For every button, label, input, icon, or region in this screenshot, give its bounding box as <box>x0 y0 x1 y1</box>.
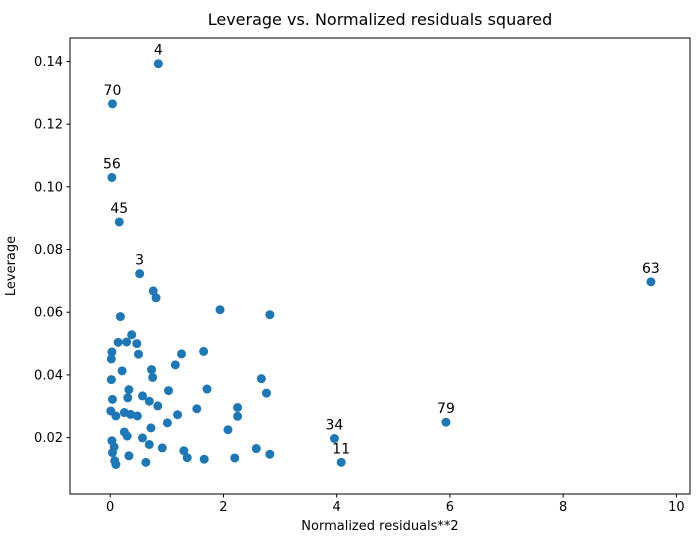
data-point <box>164 386 174 396</box>
data-point <box>111 460 121 470</box>
data-point <box>265 310 275 320</box>
x-tick-label: 2 <box>219 500 227 515</box>
data-point <box>113 337 123 347</box>
y-tick-label: 0.04 <box>34 368 63 383</box>
data-point <box>117 366 127 376</box>
data-point-4 <box>153 59 163 69</box>
data-point-11 <box>336 457 346 467</box>
x-tick-label: 10 <box>668 500 685 515</box>
data-points <box>106 59 656 470</box>
data-point <box>182 453 192 463</box>
data-point <box>107 448 117 458</box>
data-point <box>126 409 136 419</box>
data-point <box>132 339 142 349</box>
data-point <box>124 385 134 395</box>
data-point <box>177 349 187 359</box>
point-label-70: 70 <box>104 83 122 99</box>
data-point <box>141 457 151 467</box>
data-point <box>148 286 158 296</box>
data-point <box>265 449 275 459</box>
data-point <box>127 330 137 340</box>
point-label-34: 34 <box>326 418 344 434</box>
data-point <box>256 374 266 384</box>
data-point-70 <box>107 99 117 109</box>
point-annotations: 4 70 56 45 3 63 79 34 11 <box>103 43 660 458</box>
data-point <box>137 433 147 443</box>
data-point <box>179 446 189 456</box>
data-point <box>122 337 132 347</box>
data-point <box>123 393 133 403</box>
data-point-3 <box>135 269 145 279</box>
y-tick-label: 0.12 <box>34 118 63 133</box>
x-tick-label: 8 <box>559 500 567 515</box>
data-point <box>170 360 180 370</box>
data-point <box>147 365 157 375</box>
chart-title: Leverage vs. Normalized residuals square… <box>208 10 553 29</box>
data-point <box>199 454 209 464</box>
data-point <box>192 404 202 414</box>
data-point <box>106 375 116 385</box>
data-point <box>162 418 172 428</box>
data-point <box>115 312 125 322</box>
data-point <box>233 403 243 413</box>
data-point <box>199 346 209 356</box>
data-point-56 <box>107 172 117 182</box>
x-tick-label: 6 <box>446 500 454 515</box>
data-point <box>137 391 147 401</box>
data-point <box>106 354 116 364</box>
plot-area <box>69 37 691 495</box>
axis-ticks: 0 2 4 6 8 10 0.02 0.04 0.06 0.08 0.10 0.12 0.14 <box>34 55 685 515</box>
data-point <box>144 396 154 406</box>
x-tick-label: 0 <box>106 500 114 515</box>
data-point <box>202 384 212 394</box>
data-point <box>107 394 117 404</box>
point-label-56: 56 <box>103 156 121 172</box>
data-point-34 <box>329 434 339 444</box>
data-point <box>173 410 183 420</box>
data-point <box>122 431 132 441</box>
y-tick-label: 0.02 <box>34 431 63 446</box>
x-axis-label: Normalized residuals**2 <box>301 519 458 534</box>
point-label-79: 79 <box>437 401 455 417</box>
data-point <box>251 444 261 454</box>
y-tick-label: 0.06 <box>34 306 63 321</box>
point-label-45: 45 <box>110 201 128 217</box>
data-point <box>151 293 161 303</box>
data-point <box>134 349 144 359</box>
data-point <box>157 443 167 453</box>
data-point-63 <box>646 277 656 287</box>
data-point <box>132 411 142 421</box>
data-point <box>124 451 134 461</box>
data-point-45 <box>114 217 124 227</box>
x-tick-label: 4 <box>333 500 341 515</box>
data-point <box>230 453 240 463</box>
y-tick-label: 0.08 <box>34 243 63 258</box>
point-label-4: 4 <box>154 43 163 59</box>
data-point <box>153 401 163 411</box>
point-label-11: 11 <box>332 441 350 457</box>
y-tick-label: 0.10 <box>34 180 63 195</box>
data-point <box>215 305 225 315</box>
y-tick-label: 0.14 <box>34 55 63 70</box>
data-point <box>223 425 233 435</box>
point-label-63: 63 <box>642 261 660 277</box>
data-point-79 <box>441 417 451 427</box>
data-point <box>146 423 156 433</box>
y-axis-label: Leverage <box>4 236 19 296</box>
point-label-3: 3 <box>135 253 144 269</box>
data-point <box>233 411 243 421</box>
data-point <box>111 411 121 421</box>
data-point <box>148 372 158 382</box>
data-point <box>107 347 117 357</box>
data-point <box>144 439 154 449</box>
data-point <box>261 388 271 398</box>
